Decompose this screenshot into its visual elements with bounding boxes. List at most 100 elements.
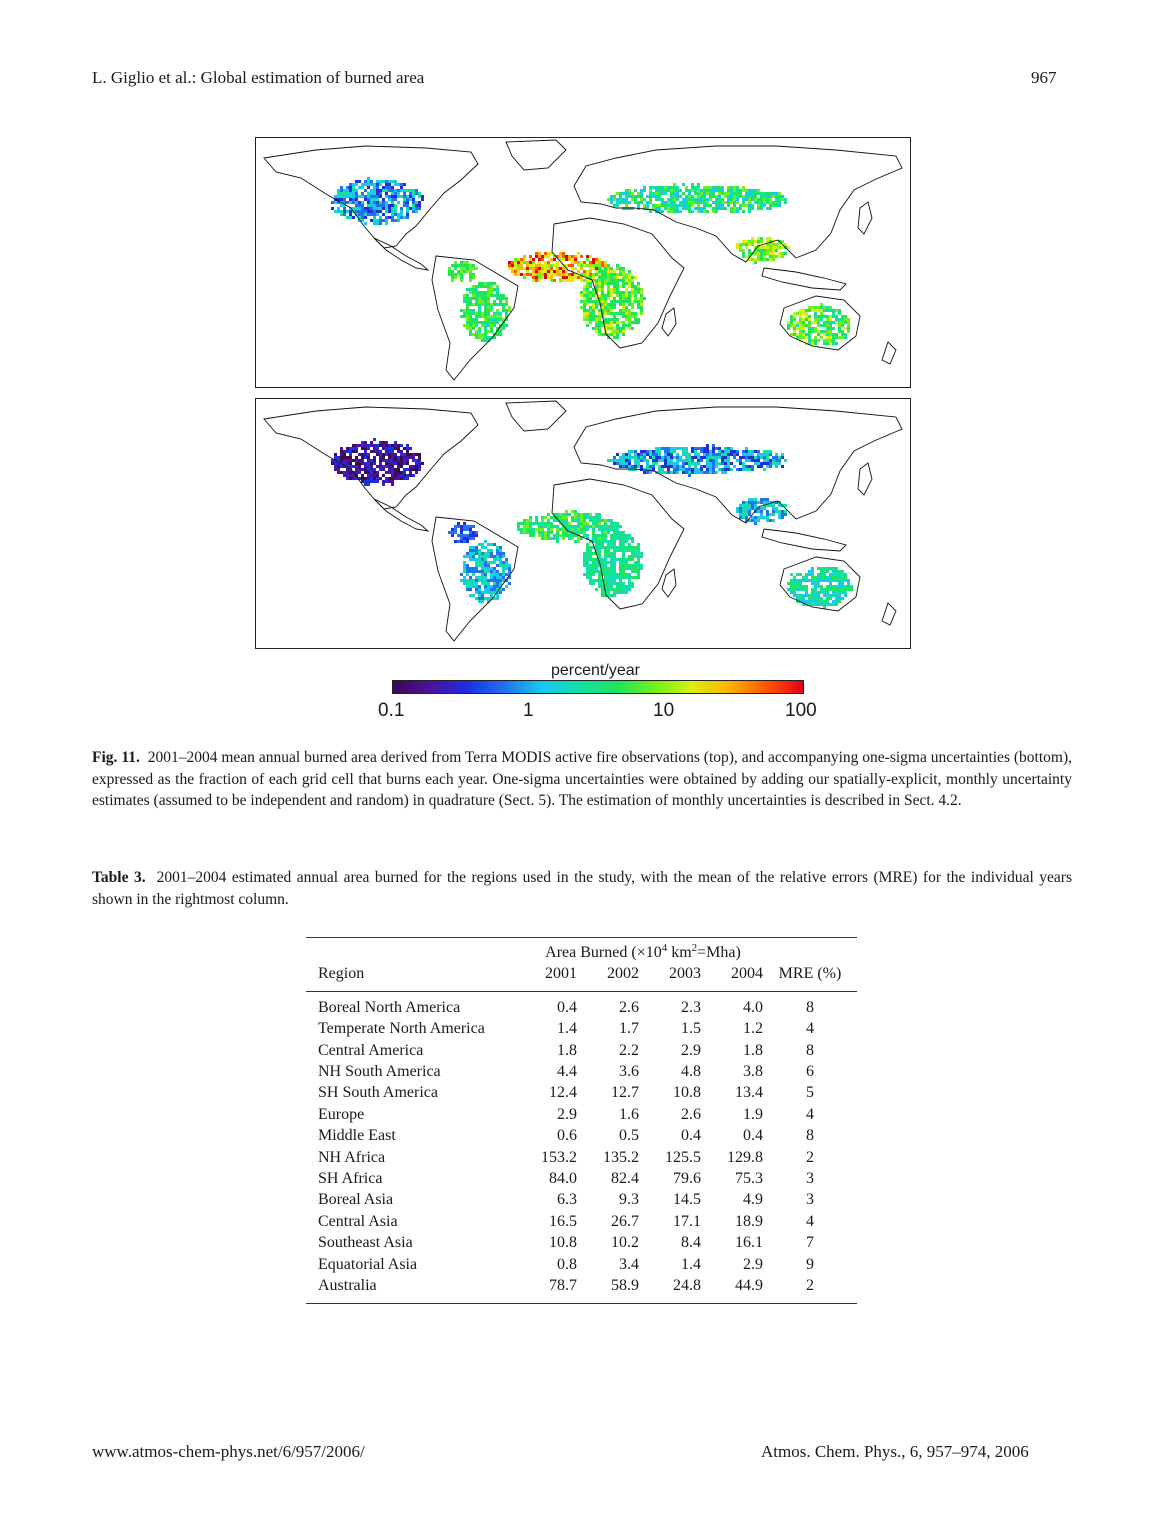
coastline-10: [857, 462, 873, 496]
coastline-1: [505, 400, 567, 432]
value-cell: 1.8: [557, 1041, 577, 1059]
figure-caption-text: 2001–2004 mean annual burned area derive…: [92, 749, 1073, 809]
group-header: Area Burned (×104 km2=Mha): [545, 942, 741, 962]
column-header-2004: 2004: [701, 963, 763, 992]
colorbar-tick-2: 10: [653, 700, 675, 721]
mre-cell: 9: [806, 1255, 814, 1273]
region-cell: Boreal Asia: [318, 1191, 394, 1209]
landmass-0: [264, 407, 478, 509]
page-number: 967: [1031, 68, 1057, 87]
column-header-2003: 2003: [639, 963, 701, 992]
value-cell: 4.8: [681, 1063, 701, 1081]
column-header-region: Region: [306, 963, 523, 992]
mre-cell: 4: [806, 1020, 814, 1038]
mre-cell: 8: [806, 1127, 814, 1145]
region-cell: Middle East: [318, 1127, 396, 1145]
value-cell: 2.6: [619, 998, 639, 1016]
value-cell: 12.4: [549, 1084, 577, 1102]
table-row: NH Africa 153.2 135.2 125.5 129.8 2: [306, 1147, 857, 1168]
figure-caption: Fig. 11. 2001–2004 mean annual burned ar…: [92, 747, 1072, 812]
value-cell: 3.4: [619, 1255, 639, 1273]
table-row: Equatorial Asia 0.8 3.4 1.4 2.9 9: [306, 1254, 857, 1275]
burned-area-table: Area Burned (×104 km2=Mha) Region 2001 2…: [306, 937, 857, 1304]
table-row: SH Africa 84.0 82.4 79.6 75.3 3: [306, 1168, 857, 1189]
coastline-8: [779, 295, 861, 351]
coastline-6: [661, 307, 677, 337]
mre-cell: 3: [806, 1191, 814, 1209]
value-cell: 79.6: [673, 1170, 701, 1188]
mre-cell: 3: [806, 1170, 814, 1188]
burn-pixels: [331, 438, 853, 609]
coastline-5: [551, 478, 685, 610]
mre-cell: 2: [763, 1275, 857, 1304]
value-cell: 12.7: [611, 1084, 639, 1102]
value-cell: 10.2: [611, 1234, 639, 1252]
value-cell: 0.4: [681, 1127, 701, 1145]
footer-citation: Atmos. Chem. Phys., 6, 957–974, 2006: [761, 1442, 1029, 1461]
coastline-0: [263, 406, 479, 510]
region-cell: SH Africa: [318, 1170, 383, 1188]
value-cell: 2.6: [681, 1105, 701, 1123]
value-cell: 17.1: [673, 1212, 701, 1230]
value-cell: 1.8: [743, 1041, 763, 1059]
value-cell: 129.8: [727, 1148, 763, 1166]
coastline-4: [573, 145, 903, 263]
mre-cell: 4: [806, 1212, 814, 1230]
value-cell: 9.3: [619, 1191, 639, 1209]
region-cell: NH Africa: [318, 1148, 386, 1166]
column-header-mre: MRE (%): [763, 963, 857, 992]
value-cell: 8.4: [681, 1234, 701, 1252]
mre-cell: 7: [806, 1234, 814, 1252]
table-row: SH South America 12.4 12.7 10.8 13.4 5: [306, 1082, 857, 1103]
table-row: Europe 2.9 1.6 2.6 1.9 4: [306, 1104, 857, 1125]
value-cell: 24.8: [639, 1275, 701, 1304]
mre-cell: 6: [806, 1063, 814, 1081]
table-row: Central Asia 16.5 26.7 17.1 18.9 4: [306, 1211, 857, 1232]
table-row: Australia 78.7 58.9 24.8 44.9 2: [306, 1275, 857, 1304]
value-cell: 1.7: [619, 1020, 639, 1038]
colorbar-tick-1: 1: [523, 700, 534, 721]
landmass-10: [858, 463, 872, 495]
landmass-7: [762, 268, 846, 290]
mre-cell: 8: [806, 998, 814, 1016]
burned-area-map: [255, 137, 911, 388]
coastline-4: [573, 406, 903, 524]
coastline-1: [505, 139, 567, 171]
landmass-2: [374, 499, 428, 531]
burn-pixels: [331, 177, 850, 345]
value-cell: 0.6: [557, 1127, 577, 1145]
column-header-2001: 2001: [523, 963, 577, 992]
table-row: Southeast Asia 10.8 10.2 8.4 16.1 7: [306, 1232, 857, 1253]
region-cell: Temperate North America: [318, 1020, 485, 1038]
table-caption-text: 2001–2004 estimated annual area burned f…: [92, 869, 1072, 908]
value-cell: 26.7: [611, 1212, 639, 1230]
mre-cell: 8: [806, 1041, 814, 1059]
value-cell: 16.5: [549, 1212, 577, 1230]
value-cell: 0.4: [743, 1127, 763, 1145]
landmass-1: [506, 140, 566, 170]
value-cell: 10.8: [549, 1234, 577, 1252]
figure-caption-label: Fig. 11.: [92, 749, 140, 766]
mre-cell: 2: [806, 1148, 814, 1166]
value-cell: 1.4: [557, 1020, 577, 1038]
value-cell: 1.6: [619, 1105, 639, 1123]
region-cell: Boreal North America: [318, 998, 461, 1016]
table-row: Middle East 0.6 0.5 0.4 0.4 8: [306, 1125, 857, 1146]
value-cell: 14.5: [673, 1191, 701, 1209]
coastline-9: [881, 341, 897, 365]
region-cell: Central America: [318, 1041, 424, 1059]
value-cell: 10.8: [673, 1084, 701, 1102]
coastline-9: [881, 602, 897, 626]
value-cell: 44.9: [701, 1275, 763, 1304]
landmass-7: [762, 529, 846, 551]
value-cell: 13.4: [735, 1084, 763, 1102]
coastline-0: [263, 145, 479, 249]
coastline-2: [373, 237, 430, 271]
table-row: Boreal North America 0.4 2.6 2.3 4.0 8: [306, 991, 857, 1018]
value-cell: 78.7: [523, 1275, 577, 1304]
value-cell: 2.9: [557, 1105, 577, 1123]
value-cell: 6.3: [557, 1191, 577, 1209]
coastline-2: [373, 498, 430, 532]
value-cell: 2.3: [681, 998, 701, 1016]
value-cell: 1.4: [681, 1255, 701, 1273]
